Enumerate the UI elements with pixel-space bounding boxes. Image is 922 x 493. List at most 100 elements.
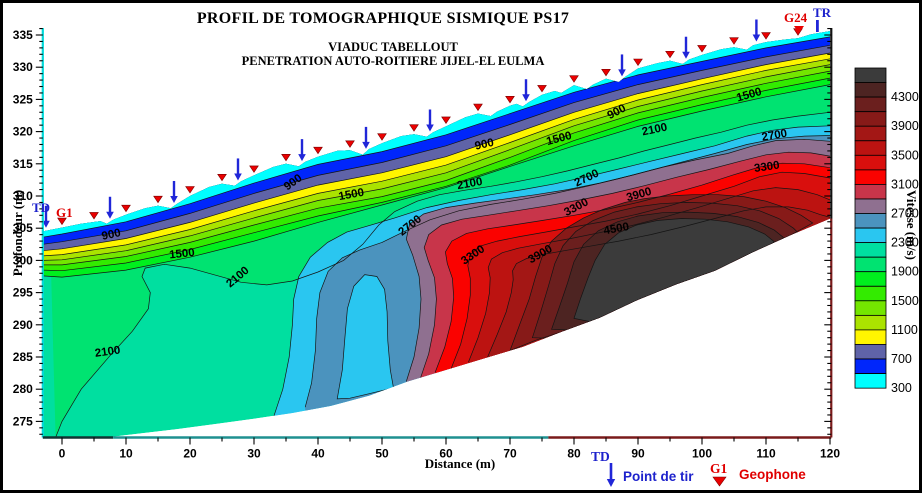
- legend-geophone-label: Geophone: [739, 467, 806, 482]
- x-tick-label: 100: [692, 447, 712, 461]
- colorbar-tick-label: 2300: [891, 236, 919, 250]
- legend-shot-abbrev: TD: [591, 449, 610, 464]
- x-tick-label: 50: [375, 447, 389, 461]
- legend-geophone-triangle-icon: [712, 476, 727, 487]
- geophone-marker: [185, 186, 195, 194]
- x-tick-label: 80: [567, 447, 581, 461]
- colorbar-tick-label: 3500: [891, 148, 919, 162]
- contour-label: 2100: [94, 344, 121, 359]
- colorbar-tick-label: 1900: [891, 265, 919, 279]
- legend-icons: [606, 463, 727, 487]
- colorbar-tick-label: 2700: [891, 207, 919, 221]
- colorbar-tick-label: 3100: [891, 177, 919, 191]
- geophone-marker: [665, 50, 675, 59]
- colorbar-tick-label: 4300: [891, 90, 919, 104]
- x-tick-label: 110: [756, 447, 776, 461]
- contour-label: 900: [474, 137, 495, 153]
- geophone-marker: [313, 146, 323, 155]
- shot-point-marker: [362, 126, 370, 149]
- shot-point-marker: [234, 158, 242, 181]
- y-tick-label: 285: [13, 350, 33, 364]
- contour-label: 1500: [338, 187, 365, 203]
- colorbar-tick-label: 3900: [891, 119, 919, 133]
- geophone-marker: [697, 45, 707, 53]
- y-axis-title: Profondeur (m): [10, 189, 25, 277]
- colorbar-tick-label: 300: [891, 381, 912, 395]
- y-tick-label: 330: [13, 60, 33, 74]
- x-axis-title: Distance (m): [424, 456, 496, 471]
- contour-label: 2100: [641, 121, 669, 138]
- y-tick-label: 315: [13, 157, 33, 171]
- shot-point-marker: [42, 205, 50, 228]
- velocity-colorbar: 4300 3900 3500 3100 2700 2300 1900 1500 1100 700 3…: [854, 67, 919, 395]
- y-tick-label: 305: [13, 221, 33, 235]
- geophone-marker: [409, 124, 419, 132]
- y-tick-label: 300: [13, 253, 33, 267]
- shot-point-marker: [618, 54, 626, 77]
- shot-point-marker: [426, 109, 434, 132]
- legend-geophone-abbrev: G1: [710, 461, 728, 476]
- geophone-marker: [761, 32, 771, 40]
- g24-end-label: G24: [784, 10, 808, 25]
- x-tick-label: 60: [439, 447, 453, 461]
- geophone-marker: [505, 96, 515, 104]
- x-tick-label: 40: [311, 447, 325, 461]
- y-tick-label: 295: [13, 286, 33, 300]
- geophone-marker: [217, 173, 227, 182]
- geophone-marker: [601, 68, 611, 77]
- shot-point-marker: [522, 79, 530, 102]
- x-tick-label: 0: [59, 447, 66, 461]
- contour-label: 1500: [169, 247, 196, 262]
- tomography-plot: 9009009009001500150015001500210021002100…: [13, 19, 919, 487]
- chart-subtitle-1: VIADUC TABELLOUT: [328, 40, 458, 54]
- shot-point-marker: [752, 19, 761, 42]
- colorbar-tick-label: 1500: [891, 294, 919, 308]
- y-tick-label: 280: [13, 382, 33, 396]
- tr-end-label: TR: [813, 5, 832, 20]
- colorbar-tick-label: 700: [891, 352, 912, 366]
- geophone-marker: [729, 37, 739, 45]
- colorbar-tick-label: 1100: [891, 323, 918, 337]
- shot-point-marker: [106, 196, 114, 219]
- td-start-label: TD: [32, 200, 51, 215]
- x-tick-label: 90: [631, 447, 645, 461]
- geophone-marker: [441, 116, 451, 124]
- contour-label: 2700: [761, 128, 788, 144]
- axes-frame: 275 280 285 290 295 300 305 310 315 320 325 330 335 0…: [13, 28, 840, 461]
- tr-tick-icon: [816, 20, 819, 32]
- y-tick-label: 325: [13, 92, 33, 106]
- geophone-marker: [537, 85, 547, 93]
- legend-shot-label: Point de tir: [623, 469, 694, 484]
- chart-subtitle-2: PENETRATION AUTO-ROITIERE JIJEL-EL EULMA: [241, 54, 545, 68]
- g1-start-label: G1: [56, 205, 73, 220]
- contour-label: 2100: [456, 176, 483, 192]
- geophone-marker: [345, 140, 355, 148]
- colorbar-title: Vitesse (m/s): [904, 190, 919, 260]
- geophone-marker: [89, 212, 99, 220]
- geophone-marker: [249, 165, 259, 173]
- x-tick-label: 10: [119, 447, 133, 461]
- shot-point-marker: [682, 36, 690, 59]
- contour-label: 4500: [603, 221, 630, 237]
- y-tick-label: 290: [13, 318, 33, 332]
- contour-label: 3300: [753, 160, 780, 175]
- geophone-marker: [377, 133, 387, 141]
- geophone-marker: [57, 217, 67, 226]
- contour-label: 900: [101, 227, 122, 243]
- y-tick-label: 275: [13, 414, 33, 428]
- geophone-marker: [281, 154, 291, 162]
- survey-markers: [42, 19, 819, 228]
- geophone-marker: [633, 58, 643, 67]
- shot-point-marker: [170, 180, 178, 203]
- geophone-marker: [473, 103, 483, 112]
- y-tick-label: 310: [13, 189, 33, 203]
- y-tick-label: 320: [13, 125, 33, 139]
- legend-shot-arrow-icon: [606, 479, 616, 487]
- contour-field: [42, 31, 831, 438]
- geophone-marker: [569, 75, 579, 83]
- x-tick-label: 70: [503, 447, 517, 461]
- chart-title: PROFIL DE TOMOGRAPHIQUE SISMIQUE PS17: [196, 10, 570, 27]
- y-tick-label: 335: [13, 28, 33, 42]
- shot-point-marker: [298, 139, 306, 162]
